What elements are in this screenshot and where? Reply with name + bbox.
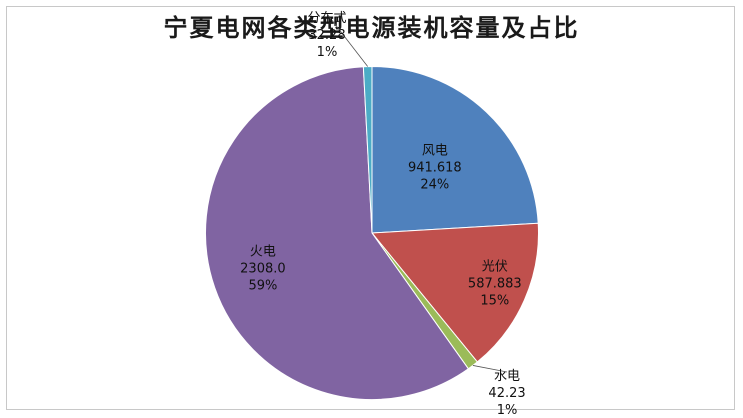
slice-label-name-2: 水电 [494,369,520,384]
slice-label-value-1: 587.883 [468,277,522,292]
pie-slice-0 [371,65,539,234]
slice-labels: 风电 941.618 24% 光伏 587.883 15% 水电 42.23 1% 火电 2308.… [240,11,525,418]
leader-lines [326,13,508,373]
slice-label-value-2: 42.23 [488,386,525,401]
leader-line-4 [326,13,369,67]
slice-label-value-4: 32.28 [308,28,345,43]
slice-label-percent-2: 1% [497,403,518,418]
slice-label-percent-0: 24% [420,177,449,192]
pie-slices [205,65,539,400]
slice-label-value-0: 941.618 [408,160,462,175]
slice-label-value-3: 2308.0 [240,261,286,276]
slice-label-percent-1: 15% [480,294,509,309]
slice-label-percent-3: 59% [248,278,277,293]
leader-line-2 [472,365,508,373]
slice-label-name-1: 光伏 [482,260,508,275]
pie-slice-3 [205,66,470,400]
slice-label-name-4: 分布式 [307,11,346,26]
slice-label-name-3: 火电 [250,244,276,259]
slice-label-name-0: 风电 [422,143,448,158]
slice-label-percent-4: 1% [317,45,338,60]
pie-slice-4 [362,65,373,234]
pie-slice-1 [370,222,539,363]
chart-title: 宁夏电网各类型电源装机容量及占比 [163,14,580,42]
